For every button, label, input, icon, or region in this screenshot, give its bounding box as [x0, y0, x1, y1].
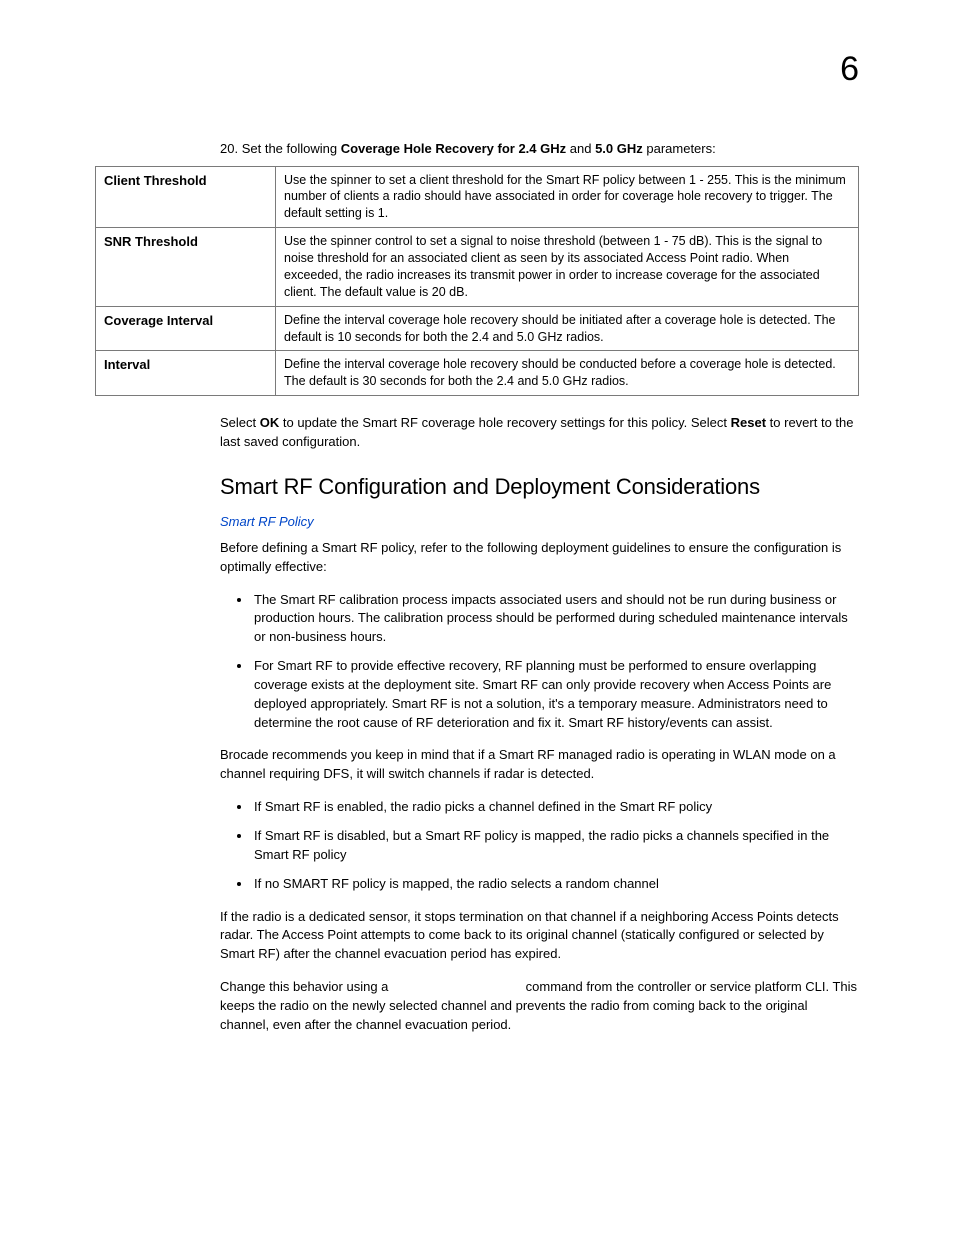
param-label: SNR Threshold	[96, 228, 276, 307]
bullet-list-2: If Smart RF is enabled, the radio picks …	[220, 798, 859, 893]
bullet-list-1: The Smart RF calibration process impacts…	[220, 591, 859, 733]
step-bold-1: Coverage Hole Recovery for 2.4 GHz	[341, 141, 566, 156]
list-item: The Smart RF calibration process impacts…	[252, 591, 859, 648]
chapter-number: 6	[840, 50, 859, 89]
text: Select	[220, 415, 260, 430]
list-item: If Smart RF is disabled, but a Smart RF …	[252, 827, 859, 865]
param-desc: Use the spinner control to set a signal …	[276, 228, 859, 307]
text: to update the Smart RF coverage hole rec…	[279, 415, 730, 430]
param-label: Interval	[96, 351, 276, 396]
parameters-table: Client Threshold Use the spinner to set …	[95, 166, 859, 397]
step-text-prefix: Set the following	[242, 141, 341, 156]
step-text-mid: and	[566, 141, 595, 156]
list-item: If Smart RF is enabled, the radio picks …	[252, 798, 859, 817]
table-row: SNR Threshold Use the spinner control to…	[96, 228, 859, 307]
text: Change this behavior using a	[220, 979, 392, 994]
table-row: Coverage Interval Define the interval co…	[96, 306, 859, 351]
step-bold-2: 5.0 GHz	[595, 141, 643, 156]
param-desc: Define the interval coverage hole recove…	[276, 306, 859, 351]
list-item: For Smart RF to provide effective recove…	[252, 657, 859, 732]
table-row: Interval Define the interval coverage ho…	[96, 351, 859, 396]
param-label: Client Threshold	[96, 166, 276, 228]
cross-reference-link[interactable]: Smart RF Policy	[220, 514, 859, 529]
ok-label: OK	[260, 415, 280, 430]
table-row: Client Threshold Use the spinner to set …	[96, 166, 859, 228]
step-number: 20.	[220, 141, 238, 156]
mid-paragraph: Brocade recommends you keep in mind that…	[220, 746, 859, 784]
section-heading: Smart RF Configuration and Deployment Co…	[220, 474, 859, 500]
after-table-paragraph: Select OK to update the Smart RF coverag…	[220, 414, 859, 452]
paragraph-sensor: If the radio is a dedicated sensor, it s…	[220, 908, 859, 965]
paragraph-cli: Change this behavior using a command fro…	[220, 978, 859, 1035]
step-20: 20. Set the following Coverage Hole Reco…	[220, 140, 859, 158]
reset-label: Reset	[731, 415, 766, 430]
list-item: If no SMART RF policy is mapped, the rad…	[252, 875, 859, 894]
param-label: Coverage Interval	[96, 306, 276, 351]
blank-command	[392, 979, 522, 994]
param-desc: Use the spinner to set a client threshol…	[276, 166, 859, 228]
param-desc: Define the interval coverage hole recove…	[276, 351, 859, 396]
step-text-suffix: parameters:	[643, 141, 716, 156]
intro-paragraph: Before defining a Smart RF policy, refer…	[220, 539, 859, 577]
